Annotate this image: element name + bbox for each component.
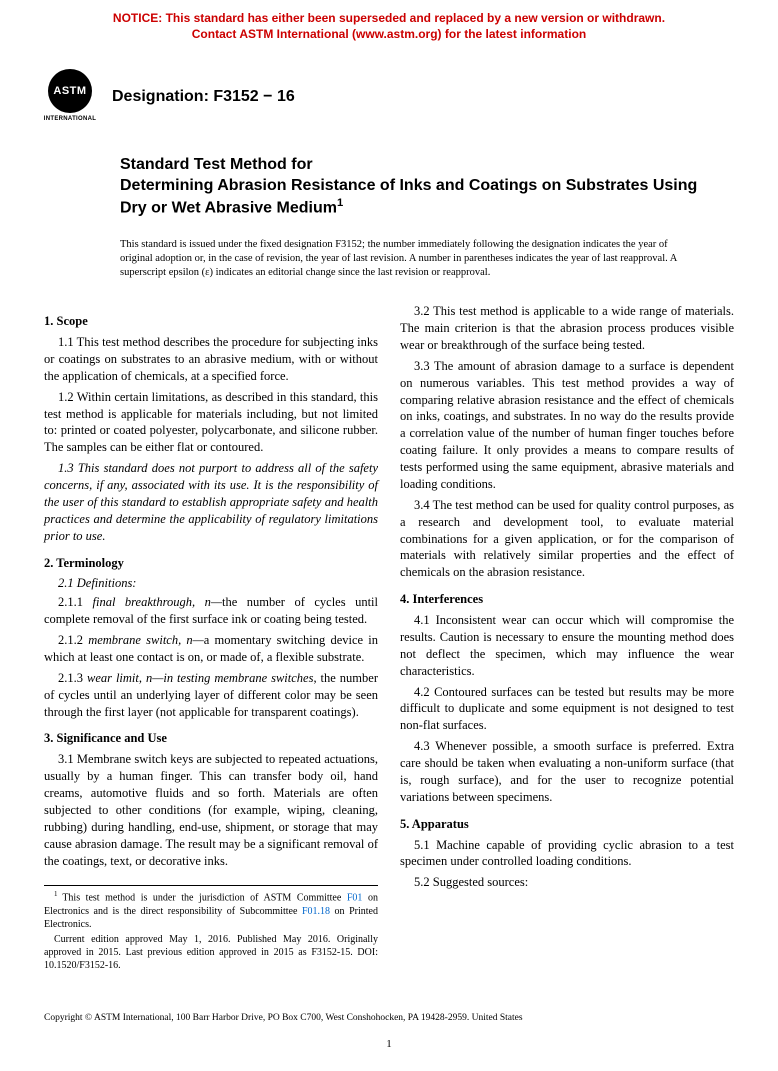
footnote-2: Current edition approved May 1, 2016. Pu… [44,933,378,972]
footnote-block: 1 This test method is under the jurisdic… [44,885,378,971]
committee-link-f01[interactable]: F01 [347,893,363,904]
section-2-head: 2. Terminology [44,555,378,572]
term-213: wear limit, n—in testing membrane switch… [87,671,313,685]
header-row: ASTM INTERNATIONAL Designation: F3152 − … [0,46,778,136]
para-4-2: 4.2 Contoured surfaces can be tested but… [400,684,734,735]
term-212: membrane switch, n— [88,633,204,647]
section-3-head: 3. Significance and Use [44,730,378,747]
para-1-2: 1.2 Within certain limitations, as descr… [44,389,378,457]
definitions-subhead: 2.1 Definitions: [44,575,378,592]
astm-logo: ASTM INTERNATIONAL [40,66,100,126]
term-num-212: 2.1.2 [58,633,88,647]
para-4-3: 4.3 Whenever possible, a smooth surface … [400,738,734,806]
title-main: Determining Abrasion Resistance of Inks … [120,176,708,218]
term-num-211: 2.1.1 [58,595,93,609]
notice-line2: Contact ASTM International (www.astm.org… [40,26,738,42]
logo-globe-icon: ASTM [48,69,92,113]
notice-line1: NOTICE: This standard has either been su… [40,10,738,26]
designation: Designation: F3152 − 16 [112,86,295,108]
title-superscript: 1 [337,197,343,209]
fn-text-a: This test method is under the jurisdicti… [62,893,347,904]
term-211: final breakthrough, n— [93,595,223,609]
para-1-3: 1.3 This standard does not purport to ad… [44,460,378,544]
footnote-1: 1 This test method is under the jurisdic… [44,890,378,930]
section-4-head: 4. Interferences [400,591,734,608]
page-number: 1 [0,1033,778,1071]
term-num-213: 2.1.3 [58,671,87,685]
logo-acronym: ASTM [53,84,86,99]
body-columns: 1. Scope 1.1 This test method describes … [0,293,778,982]
supersession-notice: NOTICE: This standard has either been su… [0,0,778,46]
logo-subtext: INTERNATIONAL [44,115,96,123]
title-block: Standard Test Method for Determining Abr… [0,136,778,226]
para-3-3: 3.3 The amount of abrasion damage to a s… [400,358,734,493]
issuance-note: This standard is issued under the fixed … [0,226,778,293]
para-2-1-2: 2.1.2 membrane switch, n—a momentary swi… [44,632,378,666]
section-5-head: 5. Apparatus [400,816,734,833]
para-2-1-1: 2.1.1 final breakthrough, n—the number o… [44,594,378,628]
copyright-footer: Copyright © ASTM International, 100 Barr… [0,982,778,1033]
title-prefix: Standard Test Method for [120,154,708,176]
para-3-4: 3.4 The test method can be used for qual… [400,497,734,581]
para-4-1: 4.1 Inconsistent wear can occur which wi… [400,612,734,680]
subcommittee-link-f0118[interactable]: F01.18 [302,906,330,917]
para-1-1: 1.1 This test method describes the proce… [44,334,378,385]
para-3-1: 3.1 Membrane switch keys are subjected t… [44,751,378,869]
title-main-text: Determining Abrasion Resistance of Inks … [120,177,697,216]
para-5-2: 5.2 Suggested sources: [400,874,734,891]
para-5-1: 5.1 Machine capable of providing cyclic … [400,837,734,871]
para-3-2: 3.2 This test method is applicable to a … [400,303,734,354]
para-2-1-3: 2.1.3 wear limit, n—in testing membrane … [44,670,378,721]
section-1-head: 1. Scope [44,313,378,330]
